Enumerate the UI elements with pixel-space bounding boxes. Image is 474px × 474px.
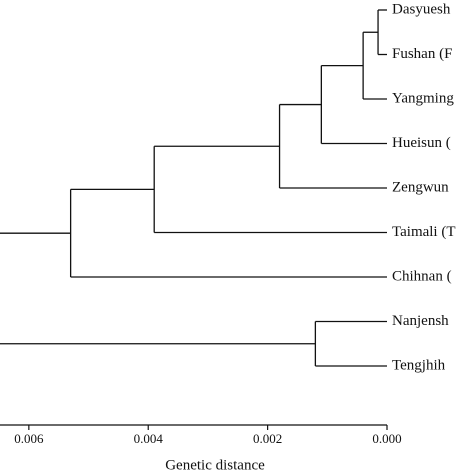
- leaf-label: Taimali (T: [392, 224, 456, 240]
- x-tick: 0.000: [372, 425, 402, 446]
- x-tick: 0.004: [134, 425, 164, 446]
- x-tick-label: 0.000: [372, 431, 401, 446]
- leaf-label: Chihnan (: [392, 268, 452, 284]
- x-tick-label: 0.004: [134, 431, 164, 446]
- leaf-label: Fushan (F: [392, 46, 452, 62]
- leaf-label: Hueisun (: [392, 135, 451, 151]
- x-tick-label: 0.002: [253, 431, 282, 446]
- leaf-label: Yangming: [392, 90, 454, 106]
- leaf-label: Dasyuesh: [392, 1, 451, 17]
- leaf-label: Zengwun: [392, 179, 449, 195]
- leaf-label: Tengjhih: [392, 357, 446, 373]
- x-tick-label: 0.006: [14, 431, 44, 446]
- x-tick: 0.006: [14, 425, 44, 446]
- x-axis-label: Genetic distance: [165, 457, 265, 473]
- leaf-label: Nanjensh: [392, 313, 449, 329]
- x-tick: 0.002: [253, 425, 282, 446]
